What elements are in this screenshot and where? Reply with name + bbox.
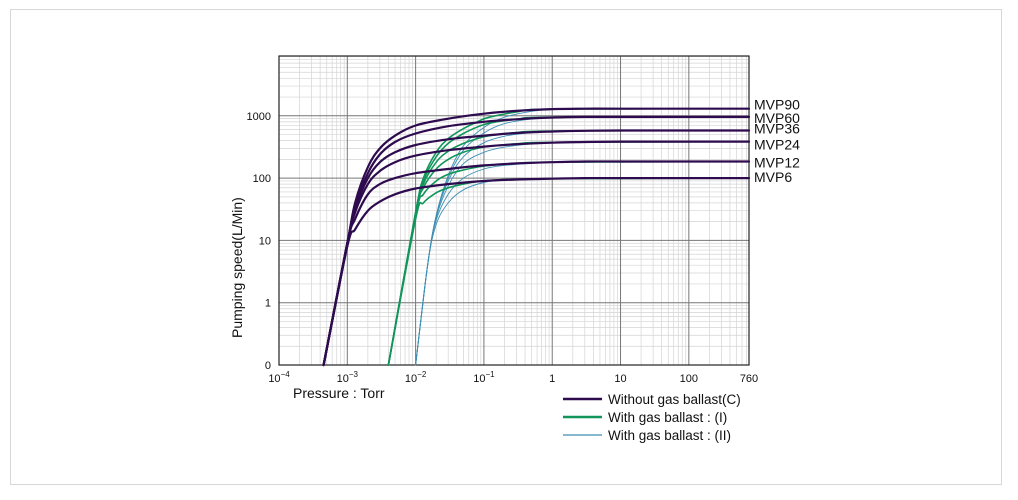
legend-label: With gas ballast : (I) [608, 410, 727, 425]
series-label-mvp36: MVP36 [754, 121, 800, 137]
series-layer [322, 107, 751, 367]
x-tick-label: 100 [680, 373, 698, 385]
y-tick-label: 10 [259, 235, 271, 247]
curve-mvp12-c [322, 160, 751, 367]
x-axis-label: Pressure : Torr [293, 385, 385, 401]
y-axis-label: Pumping speed(L/Min) [229, 197, 245, 338]
curve-mvp24-i [387, 140, 750, 366]
chart-frame [10, 9, 1002, 485]
x-tick-label: 10 [614, 373, 626, 385]
curve-mvp36-i [387, 129, 750, 366]
major-grid [278, 56, 750, 366]
y-tick-label: 1000 [247, 111, 271, 123]
x-tick-label: 760 [740, 373, 758, 385]
x-tick-label: 1 [549, 373, 555, 385]
y-tick-label: 100 [253, 173, 271, 185]
series-label-mvp12: MVP12 [754, 154, 800, 170]
curve-mvp6-c [322, 176, 751, 367]
y-tick-label: 1 [265, 298, 271, 310]
curve-mvp90-i [387, 107, 750, 366]
series-label-mvp90: MVP90 [754, 97, 800, 113]
x-tick-label: 10−3 [337, 370, 359, 385]
x-tick-label: 10−4 [268, 370, 290, 385]
series-label-mvp60: MVP60 [754, 110, 800, 126]
legend-label: With gas ballast : (II) [608, 428, 731, 443]
legend: Without gas ballast(C) With gas ballast :… [563, 392, 741, 443]
y-axis-ticks: 0 1 10 100 1000 [247, 111, 271, 372]
curve-mvp6-i [387, 177, 750, 366]
curve-mvp24-ii [415, 141, 750, 366]
curve-mvp24-c [322, 140, 751, 367]
x-tick-label: 10−2 [405, 370, 427, 385]
curve-mvp36-c [322, 129, 751, 367]
x-axis-ticks: 10−4 10−3 10−2 10−1 1 10 100 760 [268, 370, 758, 385]
x-tick-label: 10−1 [473, 370, 495, 385]
minor-grid [279, 56, 749, 365]
curve-mvp6-ii [415, 177, 750, 366]
plot-border [278, 55, 750, 366]
series-label-mvp6: MVP6 [754, 169, 792, 185]
series-label-mvp24: MVP24 [754, 137, 800, 153]
y-tick-label: 0 [265, 360, 271, 372]
legend-label: Without gas ballast(C) [608, 392, 741, 407]
curve-mvp36-ii [415, 130, 750, 366]
